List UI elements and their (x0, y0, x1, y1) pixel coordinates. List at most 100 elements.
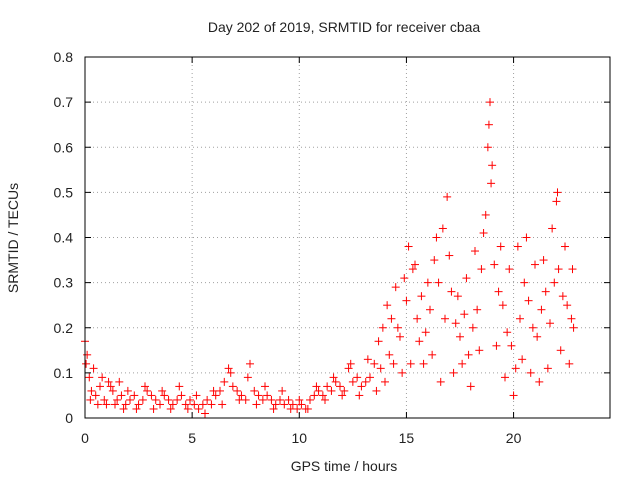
data-point (556, 346, 565, 355)
data-point (357, 382, 366, 391)
data-point (295, 395, 304, 404)
data-point (569, 323, 578, 332)
data-point (558, 292, 567, 301)
data-point (486, 98, 494, 107)
data-point (318, 391, 327, 400)
y-tick-label: 0 (65, 410, 73, 426)
data-point (173, 395, 182, 404)
data-point (546, 319, 554, 328)
data-point (413, 314, 422, 323)
data-point (451, 319, 460, 328)
data-point (430, 256, 439, 265)
data-point (492, 341, 501, 350)
data-point (372, 386, 381, 395)
data-point (408, 265, 417, 274)
data-point (535, 377, 544, 386)
data-point (203, 395, 212, 404)
data-point (445, 251, 454, 260)
data-point (565, 359, 574, 368)
axes: 0 5 10 15 20 0 0.1 0.2 0.3 0.4 0.5 0.6 0.7 0.8 (54, 49, 611, 446)
data-point (121, 400, 130, 409)
data-point (314, 386, 323, 395)
data-point (134, 400, 143, 409)
data-point (456, 332, 464, 341)
data-point (548, 224, 557, 233)
x-tick-label: 20 (506, 430, 522, 446)
data-point (166, 404, 175, 413)
data-point (276, 395, 284, 404)
data-point (160, 391, 169, 400)
data-point (151, 395, 160, 404)
data-point (252, 400, 261, 409)
x-axis-label: GPS time / hours (291, 458, 398, 474)
y-tick-label: 0.8 (54, 49, 74, 65)
data-point (226, 368, 235, 377)
data-point (297, 400, 306, 409)
data-point (115, 377, 124, 386)
data-point (522, 233, 531, 242)
data-point (385, 350, 394, 359)
data-point (306, 395, 314, 404)
data-point (378, 323, 387, 332)
data-point (404, 242, 413, 251)
y-tick-label: 0.1 (54, 365, 74, 381)
data-point (126, 395, 134, 404)
data-point (516, 314, 524, 323)
data-point (329, 373, 338, 382)
data-point (484, 120, 493, 129)
data-point (498, 301, 507, 310)
data-point (554, 265, 563, 274)
data-point (381, 377, 389, 386)
data-point (190, 400, 199, 409)
y-tick-label: 0.6 (54, 139, 74, 155)
data-point (310, 391, 319, 400)
data-point (561, 242, 569, 251)
data-point (183, 404, 192, 413)
data-point (567, 314, 576, 323)
data-point (541, 287, 550, 296)
data-point (258, 395, 267, 404)
data-point (400, 274, 409, 283)
data-point (89, 364, 98, 373)
data-point (108, 386, 117, 395)
data-point (531, 260, 539, 269)
data-point (524, 296, 533, 305)
data-point (254, 391, 263, 400)
data-point (552, 197, 561, 206)
data-point (113, 395, 122, 404)
data-point (460, 310, 469, 319)
data-point (441, 314, 449, 323)
data-point (237, 391, 246, 400)
data-point (487, 179, 496, 188)
data-point (235, 395, 244, 404)
data-point (194, 404, 203, 413)
data-point (117, 391, 126, 400)
data-point (376, 364, 385, 373)
data-point (553, 188, 562, 197)
data-point (428, 350, 437, 359)
data-point (509, 391, 518, 400)
data-point (389, 359, 398, 368)
data-point (168, 400, 177, 409)
data-point (537, 305, 546, 314)
data-point (471, 247, 479, 256)
data-point (464, 350, 473, 359)
data-point (398, 368, 407, 377)
data-point (312, 382, 321, 391)
data-point (374, 337, 383, 346)
data-point (423, 278, 432, 287)
data-point (280, 400, 289, 409)
data-point (243, 373, 252, 382)
data-point (415, 337, 424, 346)
data-point (336, 382, 344, 391)
data-point (86, 395, 95, 404)
data-point (346, 359, 355, 368)
data-point (207, 400, 216, 409)
data-point (436, 377, 445, 386)
data-point (303, 404, 312, 413)
data-point (278, 386, 287, 395)
data-point (233, 386, 242, 395)
data-point (363, 355, 372, 364)
data-point (473, 305, 482, 314)
data-point (119, 404, 128, 413)
